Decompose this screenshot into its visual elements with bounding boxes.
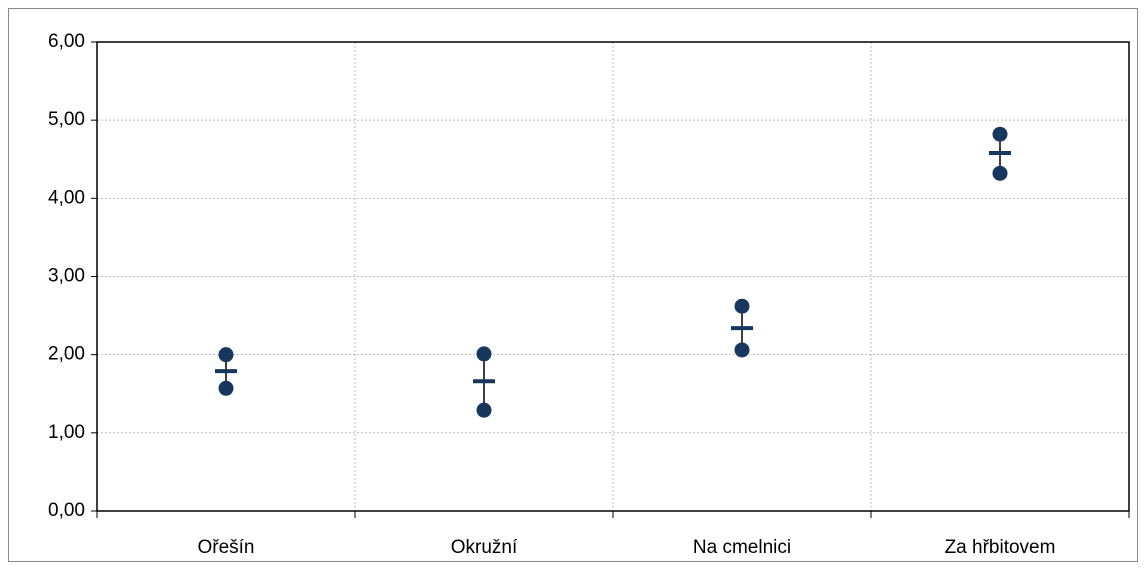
- point-marker: [476, 346, 492, 362]
- point-marker: [218, 380, 234, 396]
- y-tick-label: 1,00: [48, 422, 85, 443]
- y-tick-label: 3,00: [48, 266, 85, 287]
- point-marker: [218, 347, 234, 363]
- point-marker: [476, 402, 492, 418]
- point-marker: [992, 165, 1008, 181]
- y-tick-label: 0,00: [48, 500, 85, 521]
- plot-frame: [96, 41, 1130, 512]
- x-tick-label: Na cmelnici: [693, 537, 791, 558]
- y-tick-label: 2,00: [48, 344, 85, 365]
- x-tick-label: Za hřbitovem: [945, 537, 1056, 558]
- point-marker: [992, 126, 1008, 142]
- point-marker: [734, 342, 750, 358]
- chart-border: [8, 8, 1138, 562]
- x-tick-label: Ořešín: [197, 537, 254, 558]
- y-tick-label: 5,00: [48, 109, 85, 130]
- y-tick-label: 6,00: [48, 31, 85, 52]
- point-marker: [734, 298, 750, 314]
- y-tick-label: 4,00: [48, 187, 85, 208]
- x-tick-label: Okružní: [451, 537, 518, 558]
